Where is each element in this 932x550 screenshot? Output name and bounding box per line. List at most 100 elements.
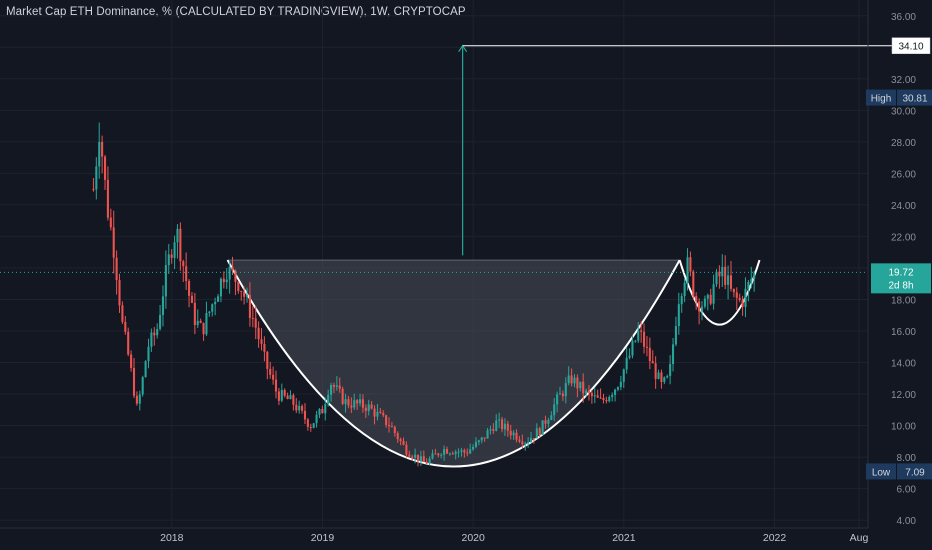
candle-body [616,387,620,390]
high-badge-label-bg [866,89,896,106]
high-value: 30.81 [902,94,927,105]
candle-body [654,363,657,379]
last-price-badge [871,263,931,294]
candle-body [680,296,683,305]
candle-body [393,426,396,434]
candle-body [538,428,541,435]
candle-body [547,419,550,424]
candle-body [527,442,530,444]
candle-body [118,280,121,306]
candle-body [272,374,275,380]
candle-body [327,394,330,405]
candle-body [318,408,321,415]
candle-body [706,294,709,299]
candle-body [524,443,527,445]
candle-body [599,397,602,399]
candle-body [274,379,278,392]
candle-body [173,242,176,258]
handle-curve [678,259,761,326]
candle-body [643,331,646,347]
candle-body [196,320,199,326]
x-tick-label: 2018 [160,532,184,544]
candle-body [190,295,194,303]
candle-body [95,166,98,190]
candle-body [179,228,182,262]
candle-body [657,372,660,379]
candle-body [260,339,263,344]
candle-body [347,399,350,406]
candle-body [289,395,292,400]
candle-body [448,453,451,455]
target-badge [891,37,931,54]
candle-body [225,279,228,283]
candle-body [674,326,677,345]
candle-body [231,266,234,271]
candle-body [498,419,501,421]
candle-body [553,404,556,416]
cup-curve [226,259,681,468]
candle-body [669,364,672,376]
candle-body [503,423,506,430]
candle-body [382,412,385,416]
candle-body [332,385,336,387]
candle-body [469,449,472,454]
candle-body [611,394,614,397]
overlays [0,44,892,273]
candle-body [219,278,222,297]
candle-body [495,420,498,431]
candle-body [283,389,286,396]
candle-body [567,375,570,384]
candle-body [712,284,715,304]
candle-body [744,288,747,307]
candle-body [515,432,518,440]
candle-body [579,381,582,389]
candle-body [315,414,318,424]
candle-body [176,228,179,243]
candle-body [234,270,237,282]
candle-body [683,282,686,297]
candle-body [411,456,414,458]
candle-body [269,368,272,375]
candle-body [602,397,605,401]
candle-body [750,278,753,283]
y-tick-label: 26.00 [891,169,916,180]
candle-body [451,453,454,455]
candle-body [208,311,211,314]
candle-body [385,415,388,425]
candle-body [414,454,417,458]
candle-body [715,271,718,285]
candle-body [199,320,202,323]
candle-body [164,265,167,297]
candle-body [521,441,524,445]
candle-body [541,420,544,435]
candle-body [376,411,379,417]
candle-body [474,442,478,447]
candle-body [506,423,509,431]
y-tick-label: 4.00 [897,516,917,527]
candle-body [709,294,712,304]
candle-body [700,306,704,312]
y-tick-label: 24.00 [891,201,916,212]
y-tick-label: 36.00 [891,12,916,23]
candle-body [330,385,333,395]
candle-body [416,454,420,462]
last-price-value: 19.72 [888,267,913,278]
candle-body [480,437,483,441]
candle-body [556,394,559,405]
candle-body [214,301,217,305]
candle-body [295,404,298,411]
candle-body [703,298,706,307]
candle-body [135,395,138,404]
y-tick-label: 18.00 [891,295,916,306]
candle-body [156,328,159,336]
candle-body [477,440,480,443]
candle-body [425,461,428,464]
y-tick-label: 14.00 [891,359,916,370]
candle-body [390,426,393,428]
candle-body [466,452,469,454]
candle-body [217,296,220,302]
candle-body [312,423,315,428]
candle-body [590,392,593,397]
candle-body [741,300,744,307]
